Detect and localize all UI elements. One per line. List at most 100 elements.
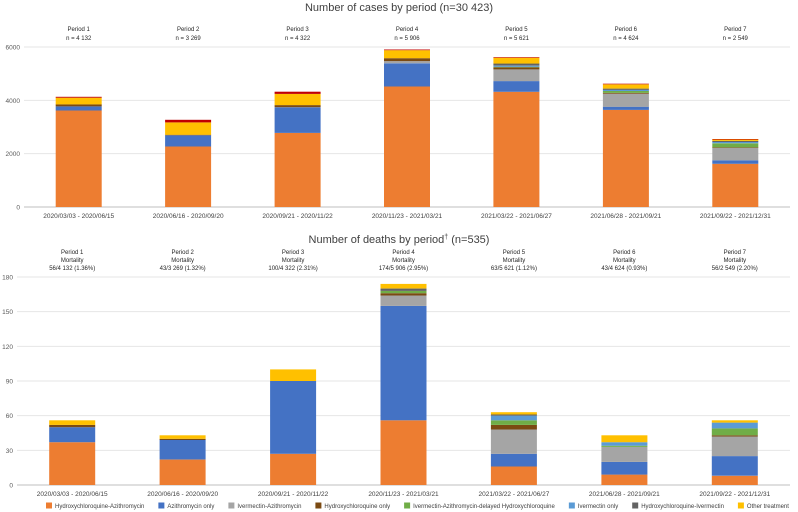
- period-header: n = 4 624: [613, 36, 639, 42]
- legend-label: Other treatment: [747, 504, 789, 510]
- legend-label: Hydroxychloroquine-Azithromycin: [55, 504, 144, 510]
- x-tick-label: 2020/09/21 - 2020/11/22: [258, 491, 329, 498]
- bar-segment: [490, 412, 537, 415]
- bar-segment: [601, 446, 648, 462]
- bar-segment: [493, 65, 540, 67]
- bar-segment: [490, 420, 537, 425]
- bar-segment: [165, 134, 212, 136]
- bar-segment: [493, 67, 540, 70]
- period-header: Mortality: [61, 258, 84, 264]
- bar-segment: [384, 63, 430, 87]
- bar-segment: [490, 453, 537, 467]
- period-header: Mortality: [282, 258, 305, 264]
- period-header: Period 1: [68, 27, 91, 33]
- legend-swatch: [46, 502, 52, 509]
- period-header: n = 2 549: [723, 36, 749, 42]
- x-tick-label: 2020/06/16 - 2020/09/20: [153, 213, 224, 220]
- legend-swatch: [315, 502, 322, 509]
- bar-segment: [712, 160, 759, 164]
- legend-item: Azithromycin only: [158, 502, 214, 510]
- period-header: n = 3 269: [176, 36, 202, 42]
- bar-segment: [384, 61, 430, 64]
- bar-segment: [159, 438, 206, 440]
- bar-segment: [49, 427, 96, 443]
- bar-segment: [274, 91, 321, 94]
- period-header: 174/5 906 (2.95%): [379, 266, 428, 272]
- bar-segment: [712, 147, 759, 161]
- bar-segment: [380, 283, 427, 289]
- y-tick-label: 120: [2, 344, 13, 351]
- bar-segment: [55, 106, 102, 111]
- bar-segment: [380, 305, 427, 421]
- chart-title: Number of deaths by period† (n=535): [309, 234, 490, 246]
- period-header: Mortality: [723, 258, 746, 264]
- period-header: Period 2: [177, 27, 200, 33]
- y-tick-label: 60: [6, 413, 14, 420]
- bar-segment: [493, 66, 540, 68]
- bar-segment: [490, 424, 537, 430]
- period-header: Mortality: [503, 258, 526, 264]
- bar-segment: [493, 63, 540, 66]
- period-header: Period 6: [615, 27, 638, 33]
- bar-segment: [49, 424, 96, 428]
- legend-item: Hydroxychloroquine only: [315, 502, 390, 510]
- x-tick-label: 2021/09/22 - 2021/12/31: [700, 213, 771, 220]
- legend-label: Azithromycin only: [167, 504, 214, 510]
- bar-segment: [712, 147, 759, 148]
- x-tick-label: 2020/03/03 - 2020/06/15: [43, 213, 114, 220]
- chart-title-main: Number of deaths by period: [309, 234, 445, 246]
- x-tick-label: 2020/09/21 - 2020/11/22: [262, 213, 333, 220]
- period-header: n = 4 132: [66, 36, 92, 42]
- bar-segment: [380, 295, 427, 306]
- legend-swatch: [632, 502, 639, 509]
- bar-segment: [601, 442, 648, 446]
- legend-item: Hydroxychloroquine-Ivermectin: [632, 502, 724, 510]
- x-tick-label: 2021/03/22 - 2021/06/27: [481, 213, 552, 220]
- bar-segment: [380, 420, 427, 485]
- bar-segment: [602, 106, 649, 110]
- bar-segment: [601, 435, 648, 443]
- y-tick-label: 0: [16, 205, 20, 212]
- legend-label: Ivermectin only: [578, 504, 618, 510]
- period-header: Period 2: [171, 250, 194, 256]
- bar-segment: [493, 57, 540, 64]
- bar-segment: [712, 139, 759, 141]
- bar-segment: [165, 135, 212, 147]
- period-header: Period 3: [282, 250, 305, 256]
- x-tick-label: 2021/03/22 - 2021/06/27: [479, 491, 550, 498]
- bar-segment: [711, 435, 758, 437]
- bar-segment: [602, 93, 649, 107]
- period-header: Period 7: [724, 27, 747, 33]
- bar-segment: [490, 429, 537, 454]
- period-header: Period 7: [724, 250, 747, 256]
- bar-segment: [274, 105, 321, 108]
- legend-label: Ivermectin-Azithromycin-delayed Hydroxyc…: [413, 504, 555, 510]
- period-header: 100/4 322 (2.31%): [268, 266, 317, 272]
- bar-segment: [712, 143, 759, 148]
- bar-segment: [602, 83, 649, 85]
- bar-segment: [384, 50, 430, 59]
- chart-title-suffix: (n=535): [448, 234, 489, 246]
- bar-segment: [274, 107, 321, 133]
- x-tick-label: 2021/06/28 - 2021/09/21: [590, 213, 661, 220]
- bar-segment: [602, 109, 649, 207]
- bar-segment: [380, 293, 427, 296]
- bar-segment: [49, 420, 96, 425]
- bar-segment: [601, 461, 648, 475]
- bar-segment: [711, 436, 758, 457]
- bar-segment: [602, 84, 649, 89]
- bar-segment: [493, 69, 540, 82]
- legend-item: Ivermectin-Azithromycin-delayed Hydroxyc…: [404, 502, 555, 510]
- bar-segment: [490, 415, 537, 421]
- bar-segment: [602, 89, 649, 91]
- bar-segment: [712, 139, 759, 140]
- bar-segment: [384, 58, 430, 62]
- period-header: Mortality: [171, 258, 194, 264]
- bar-segment: [711, 422, 758, 429]
- bar-segment: [711, 475, 758, 485]
- bar-segment: [493, 81, 540, 92]
- y-tick-label: 4000: [6, 98, 21, 105]
- bar-segment: [490, 414, 537, 416]
- bar-segment: [711, 428, 758, 436]
- period-header: Period 5: [505, 27, 528, 33]
